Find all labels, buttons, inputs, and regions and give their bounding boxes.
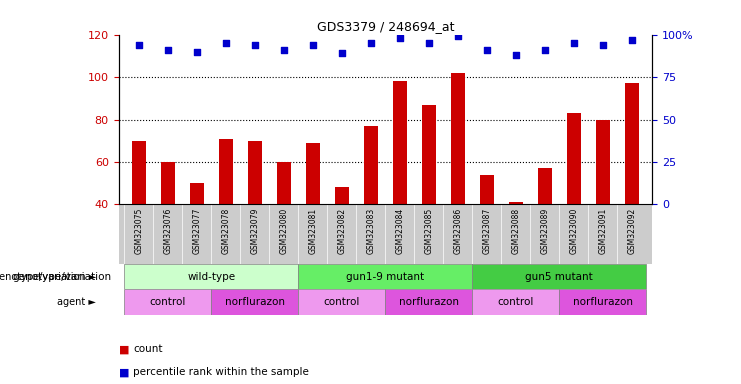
Point xyxy=(278,47,290,53)
Point xyxy=(162,47,174,53)
Bar xyxy=(364,126,378,204)
Text: GSM323075: GSM323075 xyxy=(134,207,143,254)
Text: control: control xyxy=(150,297,186,307)
Point xyxy=(336,50,348,56)
Bar xyxy=(385,290,472,315)
Text: GSM323089: GSM323089 xyxy=(540,207,549,254)
Point xyxy=(220,40,232,46)
Bar xyxy=(537,168,552,204)
Point xyxy=(394,35,406,41)
Bar xyxy=(299,264,472,290)
Text: norflurazon: norflurazon xyxy=(573,297,633,307)
Bar xyxy=(422,104,436,204)
Point xyxy=(191,48,203,55)
Text: ■: ■ xyxy=(119,344,129,354)
Bar xyxy=(472,290,559,315)
Bar xyxy=(508,202,523,204)
Bar xyxy=(596,119,610,204)
Text: control: control xyxy=(324,297,360,307)
Bar xyxy=(247,141,262,204)
Text: GSM323090: GSM323090 xyxy=(569,207,578,254)
Point xyxy=(597,42,608,48)
Bar xyxy=(190,183,204,204)
Bar xyxy=(276,162,291,204)
Text: gun1-9 mutant: gun1-9 mutant xyxy=(346,271,425,281)
Point xyxy=(539,47,551,53)
Point xyxy=(626,36,638,43)
Bar xyxy=(161,162,175,204)
Text: ■: ■ xyxy=(119,367,129,377)
Text: gun5 mutant: gun5 mutant xyxy=(525,271,593,281)
Point xyxy=(510,52,522,58)
Text: GSM323085: GSM323085 xyxy=(425,207,433,254)
Text: GSM323088: GSM323088 xyxy=(511,207,520,253)
Point xyxy=(452,33,464,39)
Point xyxy=(423,40,435,46)
Text: count: count xyxy=(133,344,163,354)
Text: norflurazon: norflurazon xyxy=(225,297,285,307)
Text: GSM323079: GSM323079 xyxy=(250,207,259,254)
Text: control: control xyxy=(498,297,534,307)
Text: genotype/variation: genotype/variation xyxy=(13,271,112,281)
Text: GSM323080: GSM323080 xyxy=(279,207,288,254)
Bar xyxy=(132,141,146,204)
Point xyxy=(568,40,579,46)
Point xyxy=(133,42,144,48)
Text: genotype/variation ►: genotype/variation ► xyxy=(0,271,96,281)
Text: GSM323091: GSM323091 xyxy=(598,207,608,254)
Bar xyxy=(124,264,299,290)
Bar xyxy=(219,139,233,204)
Bar xyxy=(124,290,211,315)
Bar xyxy=(451,73,465,204)
Text: GSM323084: GSM323084 xyxy=(395,207,405,254)
Text: GSM323081: GSM323081 xyxy=(308,207,317,253)
Bar xyxy=(305,143,320,204)
Point xyxy=(249,42,261,48)
Text: GSM323076: GSM323076 xyxy=(163,207,173,254)
Bar xyxy=(559,290,646,315)
Text: agent ►: agent ► xyxy=(58,297,96,307)
Bar xyxy=(479,175,494,204)
Text: GSM323092: GSM323092 xyxy=(628,207,637,254)
Point xyxy=(307,42,319,48)
Text: GSM323086: GSM323086 xyxy=(453,207,462,254)
Text: GSM323077: GSM323077 xyxy=(193,207,202,254)
Bar xyxy=(299,290,385,315)
Bar xyxy=(393,81,407,204)
Bar xyxy=(472,264,646,290)
Bar xyxy=(335,187,349,204)
Bar xyxy=(625,83,639,204)
Title: GDS3379 / 248694_at: GDS3379 / 248694_at xyxy=(316,20,454,33)
Text: GSM323087: GSM323087 xyxy=(482,207,491,254)
Text: percentile rank within the sample: percentile rank within the sample xyxy=(133,367,309,377)
Bar xyxy=(567,113,581,204)
Text: GSM323078: GSM323078 xyxy=(222,207,230,254)
Text: wild-type: wild-type xyxy=(187,271,236,281)
Text: GSM323083: GSM323083 xyxy=(366,207,376,254)
Text: norflurazon: norflurazon xyxy=(399,297,459,307)
Point xyxy=(481,47,493,53)
Text: GSM323082: GSM323082 xyxy=(337,207,346,253)
Bar xyxy=(211,290,299,315)
Point xyxy=(365,40,376,46)
